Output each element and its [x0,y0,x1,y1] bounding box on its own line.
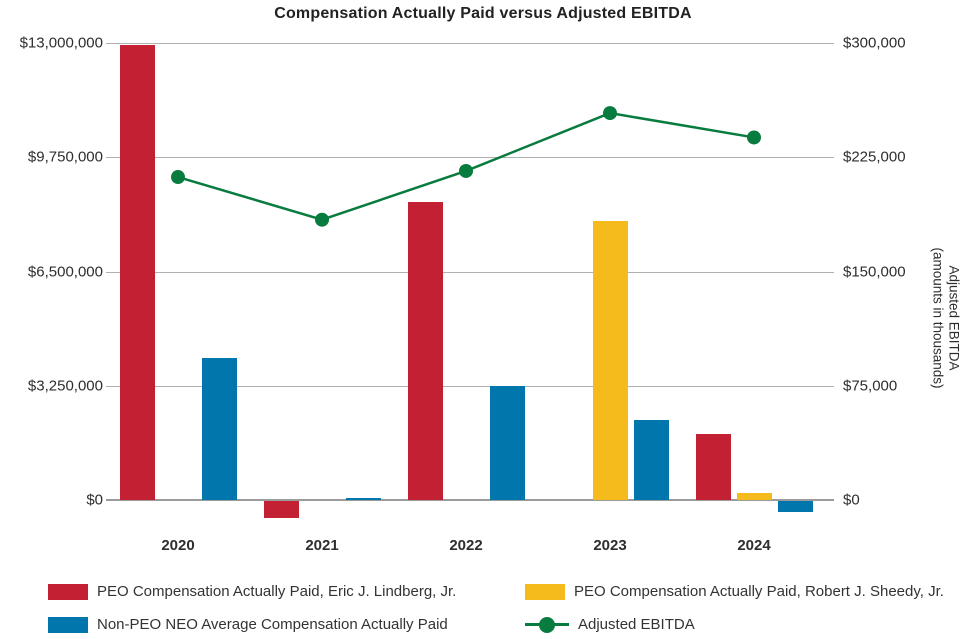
legend-label-adjusted-ebitda: Adjusted EBITDA [578,616,695,633]
bar-2024-series1 [736,492,772,500]
gridline-$3,250,000 [106,385,834,387]
bar-2022-series2 [489,385,525,500]
right-axis-tick-$0: $0 [843,491,860,509]
gridline-$0 [106,499,834,501]
legend-line-marker-icon [525,616,569,633]
legend-swatch-blue [48,616,88,633]
right-axis-tick-$225,000: $225,000 [843,148,906,166]
legend-label-non-peo-neo: Non-PEO NEO Average Compensation Actuall… [97,616,448,633]
bar-2020-series2 [201,357,237,500]
bar-2023-series1 [592,220,628,500]
left-axis-tick-$6,500,000: $6,500,000 [27,263,103,280]
legend-item-peo-sheedy: PEO Compensation Actually Paid, Robert J… [525,583,944,600]
x-axis-label-2021: 2021 [305,537,339,554]
right-axis-title-line2: (amounts in thousands) [931,247,946,389]
legend-swatch-yellow [525,583,565,600]
gridline-$6,500,000 [106,271,834,273]
legend-swatch-red [48,583,88,600]
adjusted-ebitda-point-2024 [747,130,761,145]
bar-2024-series0 [695,434,731,500]
adjusted-ebitda-point-2020 [171,170,185,185]
right-axis-tick-$300,000: $300,000 [843,34,906,52]
legend-item-peo-lindberg: PEO Compensation Actually Paid, Eric J. … [48,583,456,600]
bar-2020-series0 [119,44,155,500]
bar-2023-series2 [633,419,669,500]
legend-label-peo-sheedy: PEO Compensation Actually Paid, Robert J… [574,583,944,600]
right-axis-title: Adjusted EBITDA (amounts in thousands) [931,247,962,388]
x-axis-label-2023: 2023 [593,537,627,554]
legend-item-adjusted-ebitda: Adjusted EBITDA [525,616,695,633]
right-axis-tick-$150,000: $150,000 [843,263,906,280]
left-axis-tick-$3,250,000: $3,250,000 [27,377,103,395]
bar-2021-series2 [345,497,381,500]
adjusted-ebitda-point-2022 [459,163,473,178]
x-axis-label-2020: 2020 [161,537,195,554]
x-axis-label-2024: 2024 [737,537,771,554]
bar-2022-series0 [407,201,443,500]
bar-2021-series0 [263,501,299,518]
left-axis-tick-$0: $0 [86,491,103,509]
left-axis-tick-$9,750,000: $9,750,000 [27,148,103,166]
gridline-$13,000,000 [106,43,834,44]
adjusted-ebitda-point-2021 [315,212,329,227]
gridline-$9,750,000 [106,157,834,159]
right-axis-tick-$75,000: $75,000 [843,377,898,395]
right-axis-title-line1: Adjusted EBITDA [946,265,962,371]
x-axis-label-2022: 2022 [449,537,483,554]
legend-item-non-peo-neo: Non-PEO NEO Average Compensation Actuall… [48,616,448,633]
chart-title: Compensation Actually Paid versus Adjust… [274,5,692,22]
bar-2024-series2 [777,501,813,512]
left-axis-tick-$13,000,000: $13,000,000 [19,34,103,52]
adjusted-ebitda-point-2023 [603,106,617,121]
adjusted-ebitda-line [177,111,755,222]
legend-label-peo-lindberg: PEO Compensation Actually Paid, Eric J. … [97,583,457,600]
